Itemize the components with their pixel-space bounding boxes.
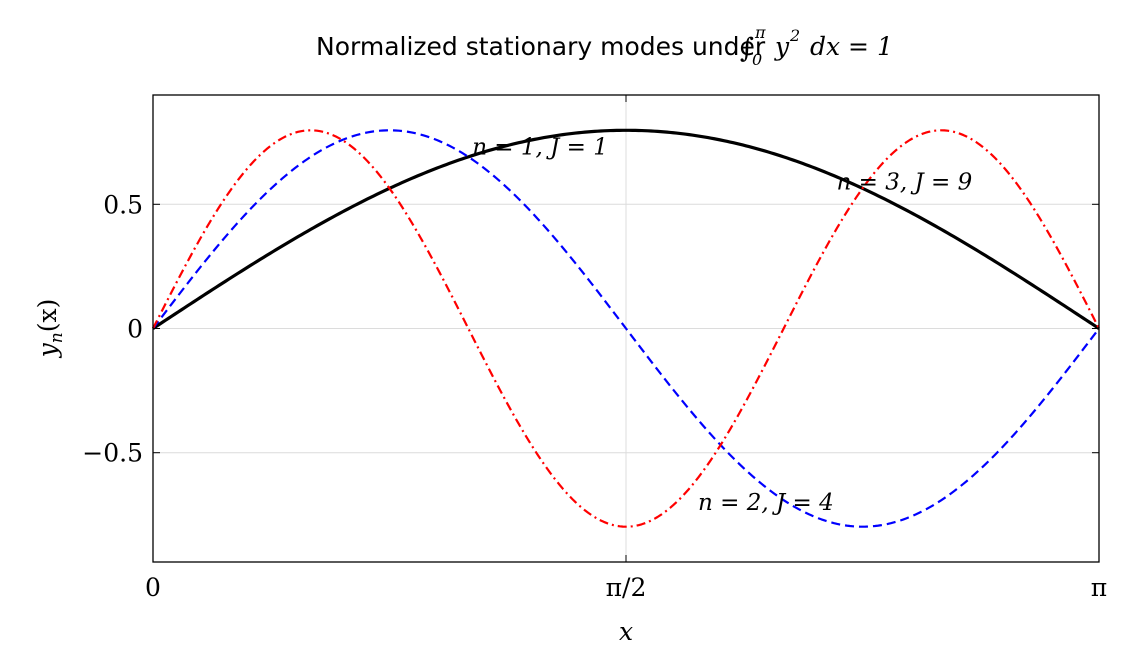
title-rest: dx = 1 [810, 32, 893, 61]
y-axis-label-arg: (x) [33, 299, 62, 333]
y-tick-label: 0 [127, 315, 143, 344]
title-integral: ∫ [740, 33, 754, 64]
annotation-n1: n = 1, J = 1 [472, 135, 608, 161]
chart-title-math: ∫ π 0 y 2 dx = 1 [740, 23, 893, 69]
y-tick-label: −0.5 [82, 439, 143, 468]
x-axis-label: x [619, 617, 633, 646]
annotations: n = 1, J = 1 n = 2, J = 4 n = 3, J = 9 [472, 135, 972, 516]
series-line-n3 [152, 129, 1100, 528]
y-axis-label-main: y [33, 342, 62, 358]
x-tick-label: π [1091, 573, 1107, 602]
title-integral-lower: 0 [752, 50, 762, 69]
x-tick-label: π/2 [606, 573, 647, 602]
annotation-n2: n = 2, J = 4 [698, 490, 834, 516]
series-group [152, 128, 1100, 528]
series-line-n1 [152, 128, 1100, 330]
title-integrand: y [774, 32, 790, 61]
chart-title-text: Normalized stationary modes under [316, 32, 766, 61]
chart-title: Normalized stationary modes under [316, 32, 766, 61]
y-tick-label: 0.5 [103, 190, 143, 219]
title-power: 2 [789, 26, 800, 45]
annotation-n3: n = 3, J = 9 [837, 169, 973, 195]
y-axis-label-text: yn(x) [33, 299, 67, 359]
series-line-n2 [152, 129, 1100, 528]
ticks: 0 π/2 π 0.5 0 −0.5 [82, 95, 1107, 602]
y-axis-label: yn(x) [33, 299, 67, 359]
title-integral-upper: π [754, 23, 766, 42]
y-axis-label-sub: n [47, 332, 67, 343]
x-tick-label: 0 [145, 573, 161, 602]
